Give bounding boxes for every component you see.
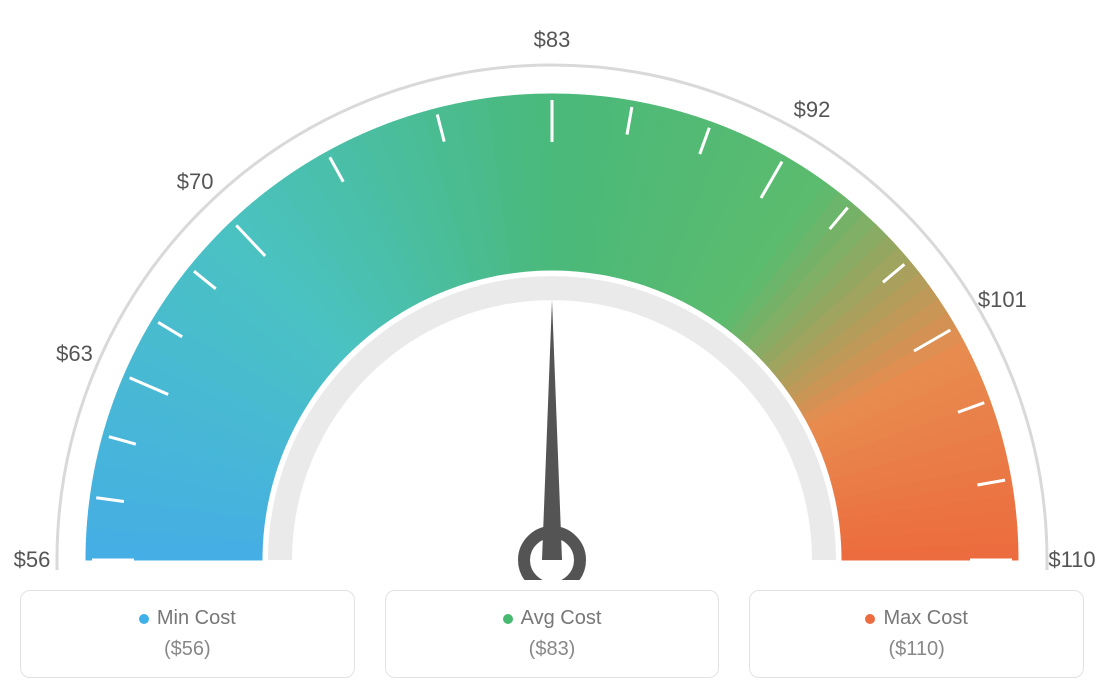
- legend-max: Max Cost ($110): [749, 590, 1084, 678]
- legend-row: Min Cost ($56) Avg Cost ($83) Max Cost ($110): [20, 590, 1084, 678]
- gauge-tick-label: $92: [794, 97, 831, 123]
- legend-avg-title: Avg Cost: [396, 607, 709, 630]
- gauge-tick-label: $63: [56, 341, 93, 367]
- legend-avg-label: Avg Cost: [521, 607, 602, 629]
- legend-min-title: Min Cost: [31, 607, 344, 630]
- gauge-svg: [20, 20, 1084, 580]
- legend-max-dot: [865, 614, 875, 624]
- gauge-tick-label: $83: [534, 27, 571, 53]
- gauge-tick-label: $70: [177, 169, 214, 195]
- gauge-needle: [542, 300, 562, 560]
- legend-min: Min Cost ($56): [20, 590, 355, 678]
- legend-max-label: Max Cost: [883, 607, 967, 629]
- gauge-tick-label: $101: [978, 287, 1027, 313]
- gauge-tick-label: $56: [14, 547, 51, 573]
- legend-max-value: ($110): [760, 638, 1073, 661]
- legend-avg: Avg Cost ($83): [385, 590, 720, 678]
- legend-max-title: Max Cost: [760, 607, 1073, 630]
- cost-gauge: $56$63$70$83$92$101$110: [20, 20, 1084, 580]
- legend-avg-dot: [503, 614, 513, 624]
- legend-min-value: ($56): [31, 638, 344, 661]
- legend-min-label: Min Cost: [157, 607, 236, 629]
- gauge-tick-label: $110: [1048, 547, 1095, 573]
- legend-min-dot: [139, 614, 149, 624]
- legend-avg-value: ($83): [396, 638, 709, 661]
